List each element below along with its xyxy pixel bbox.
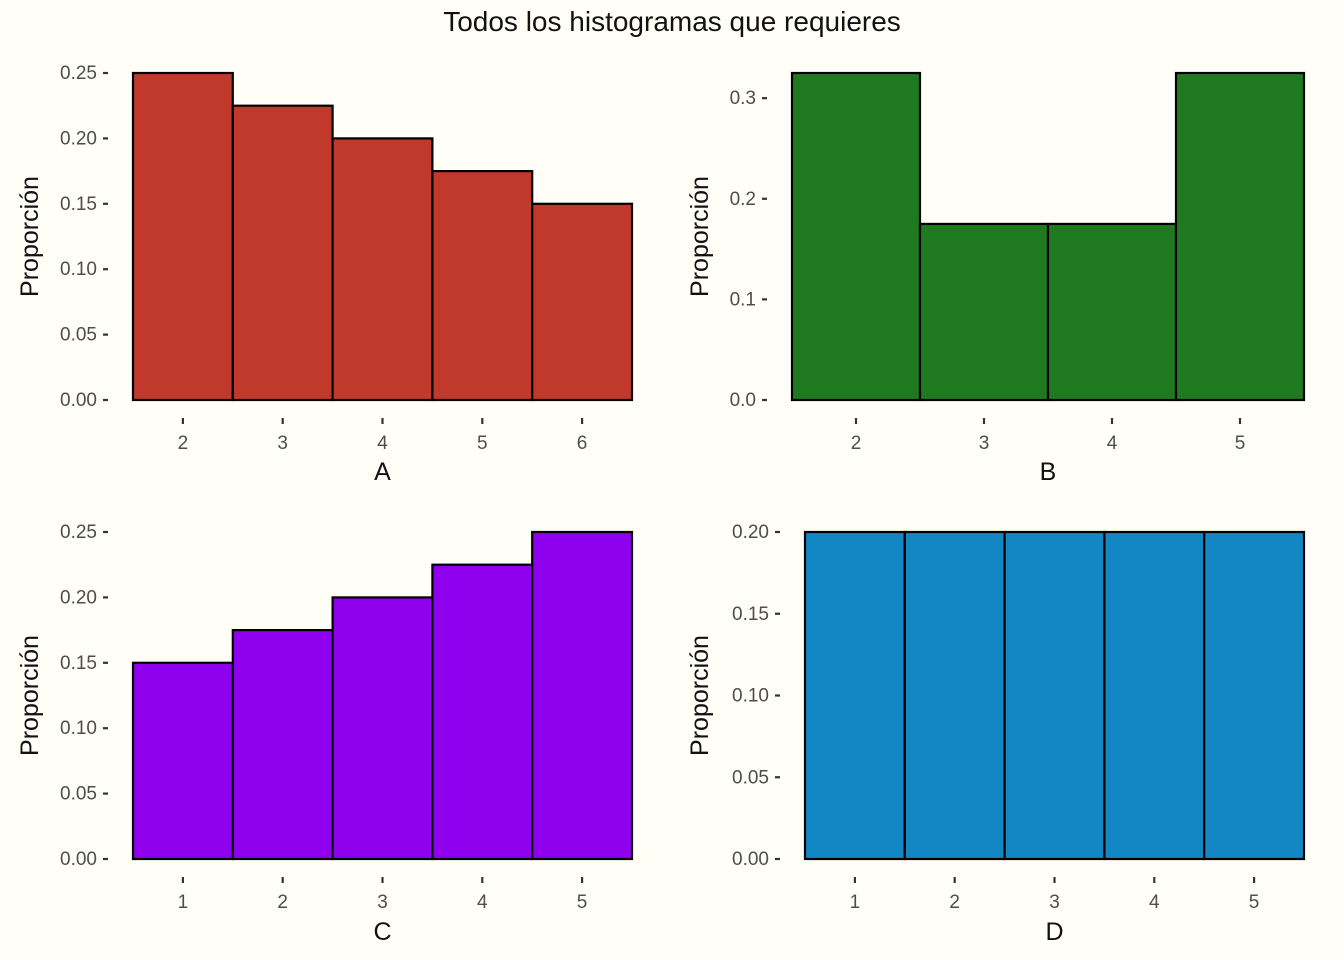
x-tick-label: 2	[178, 433, 189, 454]
bar	[131, 661, 234, 861]
bar	[1046, 222, 1178, 402]
histogram-panel-c: 0.00 0.05 0.10 0.15 0.20 0.25 1 2 3 4 5 C Proporción	[16, 522, 634, 946]
x-tick-label: 3	[277, 433, 288, 454]
y-tick-label: 0.15	[60, 653, 97, 674]
x-tick-label: 4	[1149, 892, 1160, 913]
bar	[531, 202, 634, 402]
bar	[918, 222, 1050, 402]
histogram-panel-a: 0.00 0.05 0.10 0.15 0.20 0.25 2 3 4 5 6 A Proporción	[16, 63, 634, 486]
y-tick-label: 0.00	[60, 849, 97, 870]
y-tick-label: 0.25	[60, 63, 97, 84]
bar	[231, 628, 334, 861]
y-tick-label: 0.3	[730, 88, 756, 109]
x-axis-title: D	[1045, 918, 1063, 946]
y-tick-label: 0.0	[730, 390, 756, 411]
x-tick-label: 4	[1107, 433, 1118, 454]
x-tick-label: 1	[850, 892, 861, 913]
x-tick-label: 4	[377, 433, 388, 454]
x-tick-label: 5	[1235, 433, 1246, 454]
y-tick-label: 0.00	[732, 849, 769, 870]
x-tick-label: 5	[1249, 892, 1260, 913]
x-tick-label: 2	[851, 433, 862, 454]
x-tick-label: 3	[979, 433, 990, 454]
y-tick-label: 0.2	[730, 189, 756, 210]
histogram-panel-b: 0.0 0.1 0.2 0.3 2 3 4 5 B Proporción	[686, 71, 1306, 486]
x-tick-label: 1	[178, 892, 189, 913]
bar	[531, 530, 634, 861]
y-tick-label: 0.20	[60, 128, 97, 149]
x-tick-label: 4	[477, 892, 488, 913]
bar	[1203, 530, 1306, 861]
x-tick-label: 3	[377, 892, 388, 913]
y-tick-label: 0.10	[60, 259, 97, 280]
y-tick-label: 0.20	[732, 522, 769, 543]
x-tick-label: 3	[1049, 892, 1060, 913]
bar	[431, 170, 534, 402]
bar	[1174, 71, 1306, 402]
x-tick-label: 5	[577, 892, 588, 913]
x-axis-title: C	[373, 918, 391, 946]
bar	[1103, 530, 1206, 861]
y-tick-label: 0.15	[60, 194, 97, 215]
bar	[431, 563, 534, 861]
y-tick-label: 0.05	[60, 784, 97, 805]
y-tick-label: 0.05	[732, 767, 769, 788]
bar	[331, 137, 434, 402]
x-tick-label: 2	[277, 892, 288, 913]
y-tick-label: 0.1	[730, 289, 756, 310]
bar	[231, 104, 334, 402]
x-tick-label: 5	[477, 433, 488, 454]
bar	[1003, 530, 1106, 861]
x-tick-label: 2	[949, 892, 960, 913]
bar	[131, 71, 234, 402]
y-tick-label: 0.05	[60, 325, 97, 346]
y-tick-label: 0.20	[60, 587, 97, 608]
x-axis-title: A	[374, 458, 391, 486]
x-tick-label: 6	[577, 433, 588, 454]
x-axis-title: B	[1040, 458, 1057, 486]
y-axis-title: Proporción	[16, 635, 44, 756]
y-tick-label: 0.15	[732, 604, 769, 625]
y-axis-title: Proporción	[686, 635, 714, 756]
bar	[903, 530, 1006, 861]
y-tick-label: 0.00	[60, 390, 97, 411]
y-axis-title: Proporción	[686, 176, 714, 297]
figure-title: Todos los histogramas que requieres	[443, 6, 901, 37]
bar	[790, 71, 922, 402]
y-axis-title: Proporción	[16, 176, 44, 297]
y-tick-label: 0.10	[732, 686, 769, 707]
histogram-panel-d: 0.00 0.05 0.10 0.15 0.20 1 2 3 4 5 D Proporción	[686, 522, 1306, 946]
y-tick-label: 0.10	[60, 718, 97, 739]
bar	[803, 530, 906, 861]
y-tick-label: 0.25	[60, 522, 97, 543]
bar	[331, 596, 434, 861]
